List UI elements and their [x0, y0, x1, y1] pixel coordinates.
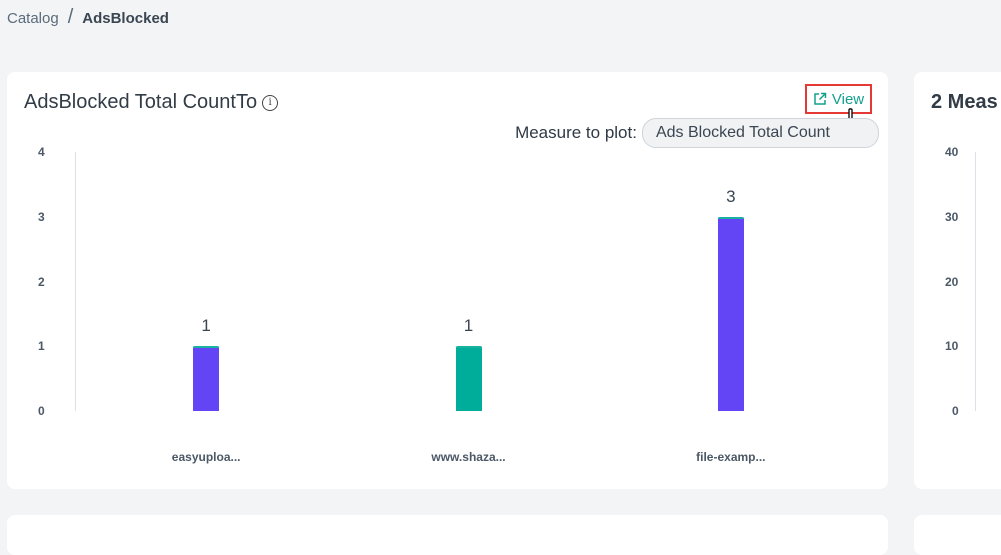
breadcrumb-catalog-link[interactable]: Catalog: [7, 9, 59, 27]
bar-data-label: 1: [201, 316, 211, 336]
x-category-label: file-examp...: [696, 450, 766, 464]
next-card-left: [7, 515, 888, 555]
second-chart-card: 2 Meas 40 30 20 10 0: [914, 72, 1001, 489]
measure-row: Measure to plot: Ads Blocked Total Count: [515, 118, 879, 148]
chart-title-text: AdsBlocked Total CountTo: [24, 91, 258, 113]
bar-top-edge: [717, 216, 744, 219]
measure-label: Measure to plot:: [515, 123, 637, 142]
x-category-label: www.shaza...: [431, 450, 506, 464]
measure-select[interactable]: Ads Blocked Total Count: [641, 118, 879, 148]
bar-top-edge: [193, 346, 220, 349]
y-tick-label: 0: [952, 404, 959, 418]
y-tick-label: 3: [38, 209, 45, 224]
y-tick-label: 20: [945, 274, 959, 289]
external-link-icon: [814, 92, 827, 105]
y-tick-label: 30: [945, 209, 959, 224]
view-label: View: [831, 90, 865, 108]
breadcrumb-current: AdsBlocked: [82, 9, 169, 27]
second-chart-title: 2 Meas: [931, 91, 998, 113]
breadcrumb-separator: /: [67, 5, 74, 28]
y-tick-label: 40: [945, 145, 959, 159]
bar[interactable]: [455, 346, 482, 411]
y-tick-label: 4: [38, 145, 45, 159]
bar-data-label: 1: [463, 316, 474, 336]
bar[interactable]: [193, 346, 220, 411]
x-category-label: easyuploa...: [171, 450, 241, 464]
next-card-right: [914, 515, 1001, 555]
y-tick-label: 1: [38, 339, 45, 354]
view-button[interactable]: View: [805, 84, 872, 114]
y-tick-label: 10: [945, 339, 959, 354]
y-tick-label: 2: [38, 274, 45, 289]
bar-top-edge: [455, 346, 482, 349]
bar-data-label: 3: [726, 186, 736, 206]
y-axis-line: [975, 152, 976, 411]
chart-card-title: AdsBlocked Total CountTo i: [24, 91, 279, 114]
breadcrumb: Catalog / AdsBlocked: [7, 5, 169, 29]
bar[interactable]: [717, 216, 744, 411]
y-axis-line: [75, 152, 76, 411]
y-tick-label: 0: [38, 404, 45, 418]
chart-card: AdsBlocked Total CountTo i View Measure …: [7, 72, 888, 489]
info-icon[interactable]: i: [262, 94, 279, 111]
